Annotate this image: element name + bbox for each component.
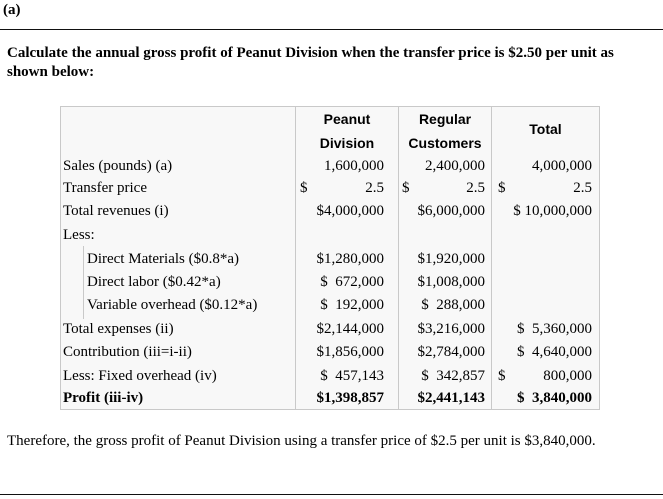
row-label: Total revenues (i) <box>63 203 169 219</box>
cell-regular: $2,784,000 <box>417 344 486 360</box>
cell-total-currency: $ <box>498 368 506 384</box>
cell-regular-currency: $ <box>402 180 410 196</box>
cell-peanut: $1,398,857 <box>316 390 385 406</box>
cell-regular: 2.5 <box>466 180 485 196</box>
row-label: Less: Fixed overhead (iv) <box>63 368 217 384</box>
cell-peanut: 1,600,000 <box>324 158 384 174</box>
row-label: Contribution (iii=i-ii) <box>63 344 192 360</box>
row-label-profit: Profit (iii-iv) <box>63 390 144 406</box>
row-label: Direct labor ($0.42*a) <box>87 274 221 290</box>
cell-regular: $ 288,000 <box>421 297 485 313</box>
row-label: Sales (pounds) (a) <box>63 158 173 174</box>
cell-regular: $ 342,857 <box>421 368 485 384</box>
cell-peanut: $ 672,000 <box>320 274 384 290</box>
header-peanut-line1: Peanut <box>323 111 371 127</box>
cell-regular: 2,400,000 <box>425 158 485 174</box>
row-label: Transfer price <box>63 180 148 196</box>
cell-peanut: $2,144,000 <box>316 321 385 337</box>
part-label: (a) <box>3 2 21 18</box>
top-divider <box>0 29 663 30</box>
cell-peanut: $1,856,000 <box>316 344 385 360</box>
row-label: Total expenses (ii) <box>63 321 174 337</box>
cell-peanut-currency: $ <box>300 180 308 196</box>
header-regular-line2: Customers <box>408 135 482 151</box>
cell-regular: $1,920,000 <box>417 251 486 267</box>
conclusion-text: Therefore, the gross profit of Peanut Di… <box>7 433 596 449</box>
row-label: Less: <box>63 227 95 243</box>
cell-regular: $3,216,000 <box>417 321 486 337</box>
cell-peanut: $ 457,143 <box>320 368 384 384</box>
cell-total: $ 4,640,000 <box>517 344 592 360</box>
header-total: Total <box>529 121 562 137</box>
cell-peanut: $1,280,000 <box>316 251 385 267</box>
row-label: Direct Materials ($0.8*a) <box>87 251 240 267</box>
cell-regular: $6,000,000 <box>417 203 486 219</box>
cell-regular: $2,441,143 <box>417 390 486 406</box>
bottom-divider <box>0 494 663 495</box>
cell-total: 4,000,000 <box>532 158 592 174</box>
cell-total: 800,000 <box>543 368 592 384</box>
header-regular-line1: Regular <box>418 111 472 127</box>
cell-regular: $1,008,000 <box>417 274 486 290</box>
cell-total: $ 10,000,000 <box>513 203 592 219</box>
row-label: Variable overhead ($0.12*a) <box>87 297 258 313</box>
cell-total: $ 5,360,000 <box>517 321 592 337</box>
profit-table: Peanut Division Regular Customers Total … <box>60 106 600 410</box>
cell-total: $ 3,840,000 <box>517 390 592 406</box>
cell-total-currency: $ <box>498 180 506 196</box>
header-peanut-line2: Division <box>319 135 375 151</box>
cell-peanut: 2.5 <box>365 180 384 196</box>
cell-total: 2.5 <box>573 180 592 196</box>
cell-peanut: $4,000,000 <box>316 203 385 219</box>
intro-text: Calculate the annual gross profit of Pea… <box>7 45 614 80</box>
cell-peanut: $ 192,000 <box>320 297 384 313</box>
